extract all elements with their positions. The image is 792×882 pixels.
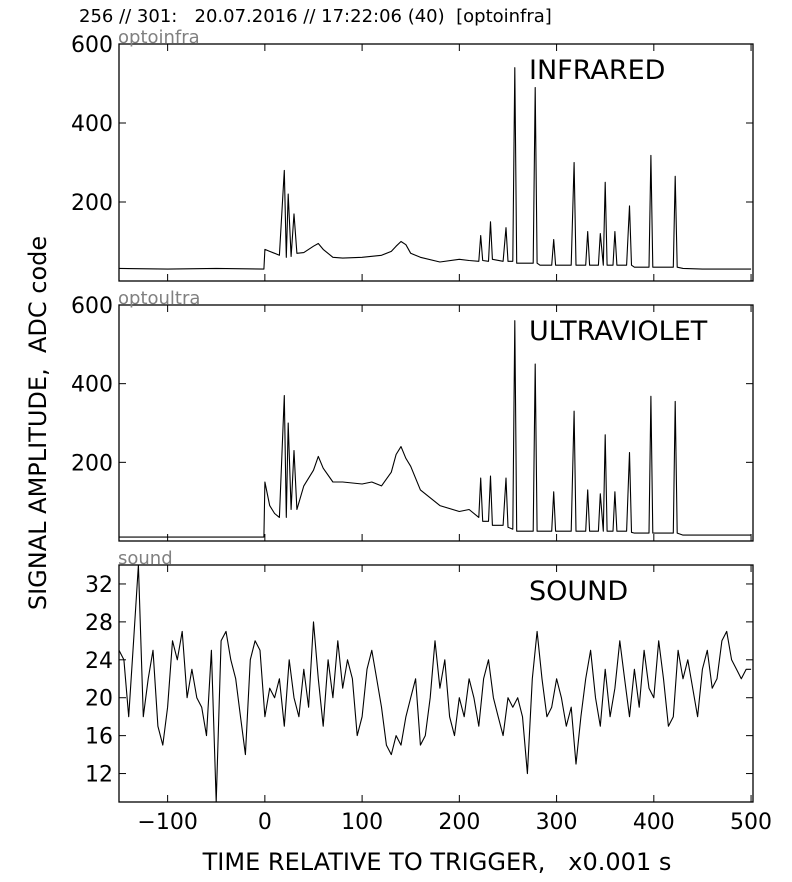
optoinfra-panel-title: INFRARED (529, 55, 665, 86)
optoinfra-y-tick-label: 600 (71, 33, 113, 58)
optoinfra-y-tick-label: 200 (71, 191, 113, 216)
sound-y-tick-label: 20 (85, 687, 113, 712)
optoinfra-channel-name: optoinfra (118, 27, 200, 48)
optoinfra-plot-frame (118, 43, 754, 282)
optoultra-channel-name: optoultra (118, 288, 200, 309)
sound-y-tick-label: 32 (85, 573, 113, 598)
sound-plot-frame (118, 564, 754, 803)
x-tick-label: 200 (438, 810, 480, 835)
optoultra-signal-line (119, 320, 752, 538)
x-tick-label: 300 (536, 810, 578, 835)
figure-header: 256 // 301: 20.07.2016 // 17:22:06 (40) … (79, 6, 552, 27)
sound-y-tick-label: 24 (85, 649, 113, 674)
sound-channel-name: sound (118, 548, 173, 569)
optoinfra-signal-line (118, 67, 752, 270)
optoinfra-y-tick-label: 400 (71, 112, 113, 137)
optoultra-panel-title: ULTRAVIOLET (529, 316, 708, 347)
sound-signal-line (118, 564, 752, 803)
x-tick-label: 500 (730, 810, 772, 835)
optoultra-plot-frame (118, 304, 754, 542)
x-tick-label: 100 (341, 810, 383, 835)
sound-y-tick-label: 16 (85, 725, 113, 750)
x-tick-label: −100 (137, 810, 197, 835)
optoultra-y-tick-label: 600 (71, 294, 113, 319)
sound-y-tick-label: 12 (85, 763, 113, 788)
optoultra-y-tick-label: 200 (71, 451, 113, 476)
sound-y-tick-label: 28 (85, 611, 113, 636)
x-tick-label: 400 (633, 810, 675, 835)
x-tick-label: 0 (258, 810, 272, 835)
x-axis-label: TIME RELATIVE TO TRIGGER, x0.001 s (202, 848, 672, 876)
optoultra-y-tick-label: 400 (71, 373, 113, 398)
sound-panel-title: SOUND (529, 576, 628, 607)
